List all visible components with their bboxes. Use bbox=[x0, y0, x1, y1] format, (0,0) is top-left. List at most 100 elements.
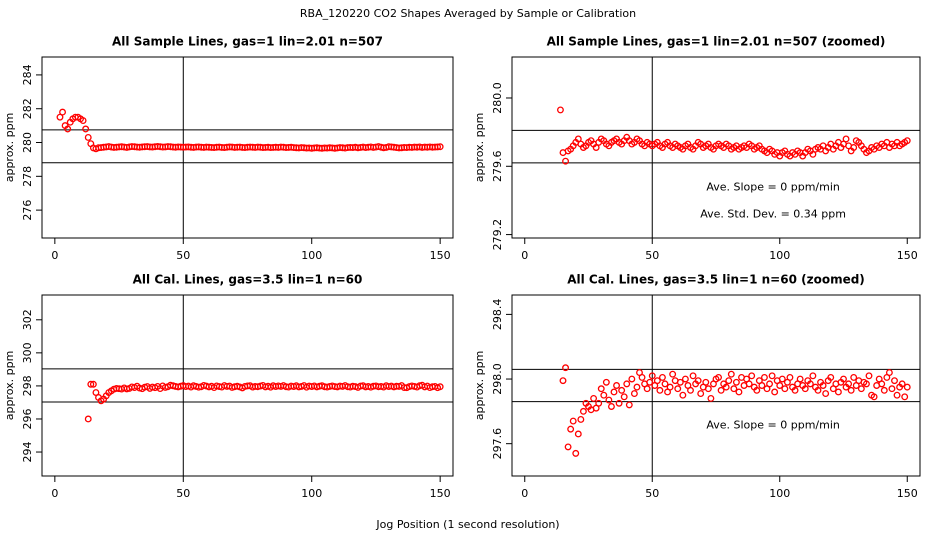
data-point bbox=[59, 108, 66, 116]
y-tick-label: 294 bbox=[21, 442, 34, 463]
data-point bbox=[638, 373, 646, 381]
data-point bbox=[600, 391, 608, 399]
data-point bbox=[870, 393, 878, 401]
data-point bbox=[730, 385, 738, 393]
data-point bbox=[827, 373, 835, 381]
data-point bbox=[574, 430, 582, 438]
y-tick-label: 280 bbox=[21, 132, 34, 153]
data-point bbox=[681, 375, 689, 383]
data-point bbox=[84, 133, 92, 141]
x-tick-label: 50 bbox=[645, 249, 659, 262]
data-point bbox=[602, 378, 610, 386]
data-point bbox=[620, 393, 628, 401]
y-tick-label: 280.0 bbox=[491, 82, 504, 114]
y-tick-label: 276 bbox=[21, 200, 34, 221]
data-point bbox=[669, 370, 677, 378]
data-point bbox=[615, 399, 623, 407]
data-point bbox=[771, 388, 779, 396]
panel-title: All Cal. Lines, gas=3.5 lin=1 n=60 bbox=[133, 273, 363, 287]
panel-title: All Sample Lines, gas=1 lin=2.01 n=507 (… bbox=[547, 35, 886, 49]
panel: All Cal. Lines, gas=3.5 lin=1 n=60 (zoom… bbox=[473, 273, 921, 500]
data-point bbox=[87, 380, 95, 388]
data-point bbox=[559, 377, 567, 385]
y-tick-label: 282 bbox=[21, 98, 34, 119]
data-point bbox=[801, 385, 809, 393]
plot-frame bbox=[41, 56, 454, 239]
data-point bbox=[814, 386, 822, 394]
x-tick-label: 50 bbox=[645, 487, 659, 500]
data-point bbox=[569, 417, 577, 425]
data-point bbox=[666, 383, 674, 391]
data-point bbox=[679, 391, 687, 399]
data-point bbox=[735, 388, 743, 396]
data-point bbox=[722, 383, 730, 391]
data-point bbox=[557, 106, 564, 114]
plot-frame bbox=[511, 294, 921, 477]
data-point bbox=[84, 415, 92, 423]
x-tick-label: 0 bbox=[51, 487, 58, 500]
data-point bbox=[648, 372, 656, 380]
data-point bbox=[796, 375, 804, 383]
data-point bbox=[768, 372, 776, 380]
data-point bbox=[590, 394, 598, 402]
x-tick-label: 0 bbox=[521, 249, 528, 262]
data-point bbox=[567, 425, 575, 433]
y-tick-label: 298.4 bbox=[491, 299, 504, 331]
y-axis-label: approx. ppm bbox=[473, 113, 486, 183]
data-point bbox=[89, 380, 97, 388]
plot-frame bbox=[41, 294, 454, 477]
data-point bbox=[704, 385, 712, 393]
data-point bbox=[613, 382, 620, 389]
data-point bbox=[903, 383, 911, 391]
data-point bbox=[786, 373, 794, 381]
data-point bbox=[702, 378, 710, 386]
data-point bbox=[577, 415, 585, 423]
panel: All Sample Lines, gas=1 lin=2.01 n=507 (… bbox=[473, 35, 921, 262]
data-point bbox=[646, 378, 654, 386]
x-tick-label: 150 bbox=[897, 487, 918, 500]
x-tick-label: 0 bbox=[51, 249, 58, 262]
data-point bbox=[436, 383, 444, 391]
data-point bbox=[659, 373, 666, 381]
data-point bbox=[850, 373, 858, 381]
data-point bbox=[822, 390, 830, 398]
x-tick-label: 100 bbox=[301, 487, 322, 500]
data-point bbox=[564, 443, 572, 451]
data-point bbox=[674, 385, 682, 393]
x-axis-label: Jog Position (1 second resolution) bbox=[375, 518, 559, 531]
data-point bbox=[694, 377, 702, 385]
y-tick-label: 278 bbox=[21, 166, 34, 187]
data-point bbox=[707, 394, 715, 402]
data-point bbox=[717, 386, 725, 394]
data-point bbox=[64, 125, 72, 133]
data-point bbox=[778, 375, 786, 383]
data-point bbox=[630, 390, 638, 398]
data-point bbox=[715, 373, 722, 381]
data-point bbox=[727, 370, 735, 378]
annotation: Ave. Slope = 0 ppm/min bbox=[706, 418, 840, 431]
data-point bbox=[766, 380, 773, 388]
data-point bbox=[865, 372, 873, 380]
data-point bbox=[643, 385, 651, 393]
data-point bbox=[761, 373, 768, 381]
data-point bbox=[863, 380, 870, 388]
data-point bbox=[819, 382, 827, 389]
data-point bbox=[689, 372, 697, 380]
data-point bbox=[893, 391, 901, 399]
data-point bbox=[903, 137, 911, 145]
data-point bbox=[776, 382, 784, 389]
data-point bbox=[676, 378, 684, 386]
data-point bbox=[878, 380, 886, 388]
data-point bbox=[595, 399, 603, 407]
data-point bbox=[579, 407, 587, 415]
data-point bbox=[901, 393, 909, 401]
data-point bbox=[806, 380, 814, 388]
data-point bbox=[885, 369, 893, 377]
annotation: Ave. Std. Dev. = 0.34 ppm bbox=[700, 207, 846, 220]
y-tick-label: 297.6 bbox=[491, 428, 504, 460]
x-tick-label: 150 bbox=[430, 249, 451, 262]
y-tick-label: 279.2 bbox=[491, 219, 504, 251]
data-point bbox=[562, 157, 569, 165]
data-point bbox=[753, 386, 761, 394]
